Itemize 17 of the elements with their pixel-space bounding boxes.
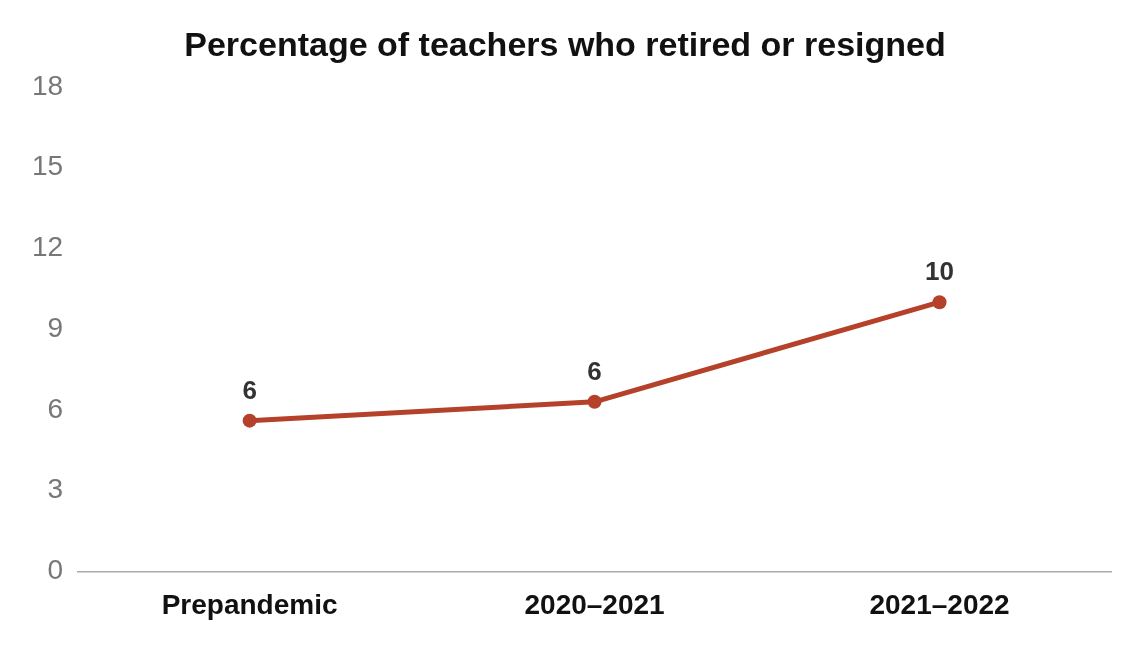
y-tick-label: 9 [47,311,64,343]
x-tick-label: 2020–2021 [524,588,665,620]
data-label: 10 [925,256,954,287]
x-tick-label: 2021–2022 [869,588,1010,620]
y-tick-label: 6 [47,392,64,424]
point [932,295,947,310]
chart-title: Percentage of teachers who retired or resigned [184,24,946,63]
y-tick-label: 0 [47,554,64,586]
y-tick-label: 18 [31,69,64,101]
x-tick-label: Prepandemic [161,588,338,620]
y-tick-label: 12 [31,231,64,263]
data-label: 6 [242,374,257,405]
point [587,394,602,409]
data-label: 6 [587,355,602,386]
point [242,413,257,428]
y-tick-label: 15 [31,150,64,182]
y-tick-label: 3 [47,473,64,505]
